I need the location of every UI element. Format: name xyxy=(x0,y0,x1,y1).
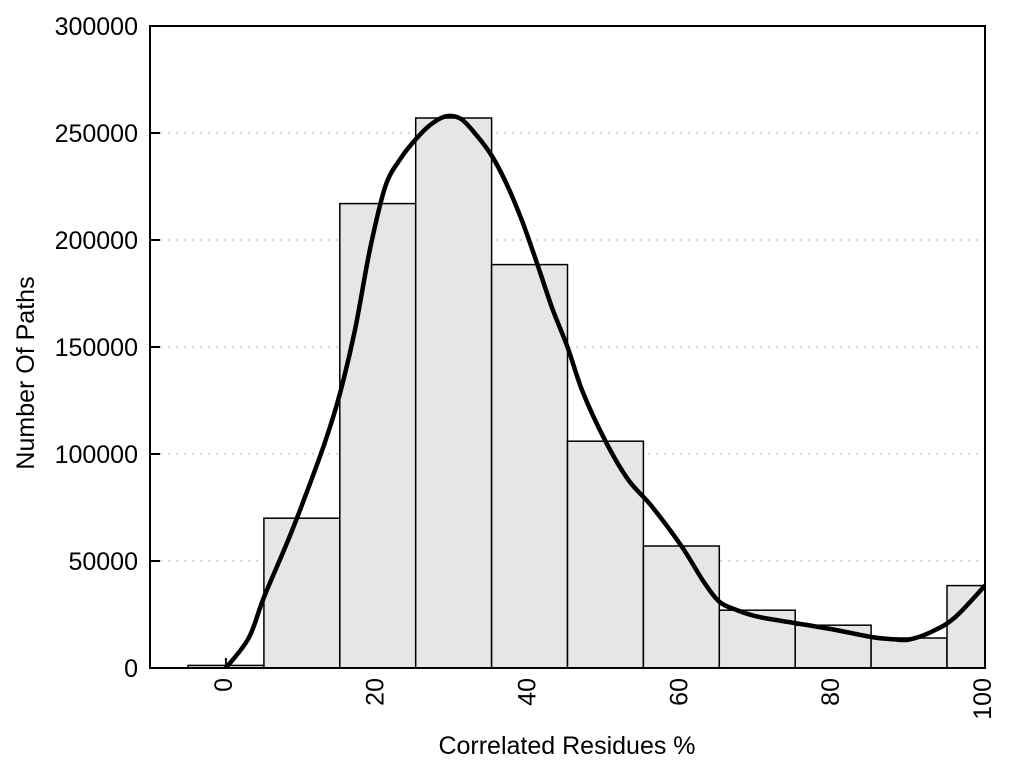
density-curve xyxy=(223,113,985,668)
y-tick-label: 200000 xyxy=(55,227,138,255)
x-tick-label: 100 xyxy=(969,678,997,720)
histogram-bar xyxy=(642,545,721,668)
x-tick-label: 60 xyxy=(665,678,693,706)
histogram-bar xyxy=(263,517,341,668)
histogram-bar xyxy=(339,202,417,668)
histogram-bar xyxy=(566,440,645,668)
x-tick-label: 20 xyxy=(362,678,390,706)
y-tick-label: 0 xyxy=(124,655,138,683)
histogram-bar xyxy=(414,117,493,668)
y-tick-label: 50000 xyxy=(68,548,138,576)
histogram-bar xyxy=(794,624,872,668)
x-tick-label: 40 xyxy=(514,678,542,706)
x-tick-label: 80 xyxy=(817,678,845,706)
y-tick-label: 150000 xyxy=(55,334,138,362)
histogram-bar xyxy=(490,263,569,668)
y-tick-label: 300000 xyxy=(55,13,138,41)
y-tick-label: 100000 xyxy=(55,441,138,469)
x-tick-label: 0 xyxy=(210,678,238,692)
density-curve-group xyxy=(223,113,985,668)
y-axis-title: Number Of Paths xyxy=(12,276,40,469)
histogram-bar xyxy=(870,637,948,668)
histogram-bars xyxy=(187,117,985,668)
x-axis-title: Correlated Residues % xyxy=(438,732,695,760)
plot-border xyxy=(149,25,986,669)
y-tick-label: 250000 xyxy=(55,120,138,148)
histogram-bar xyxy=(946,584,985,668)
